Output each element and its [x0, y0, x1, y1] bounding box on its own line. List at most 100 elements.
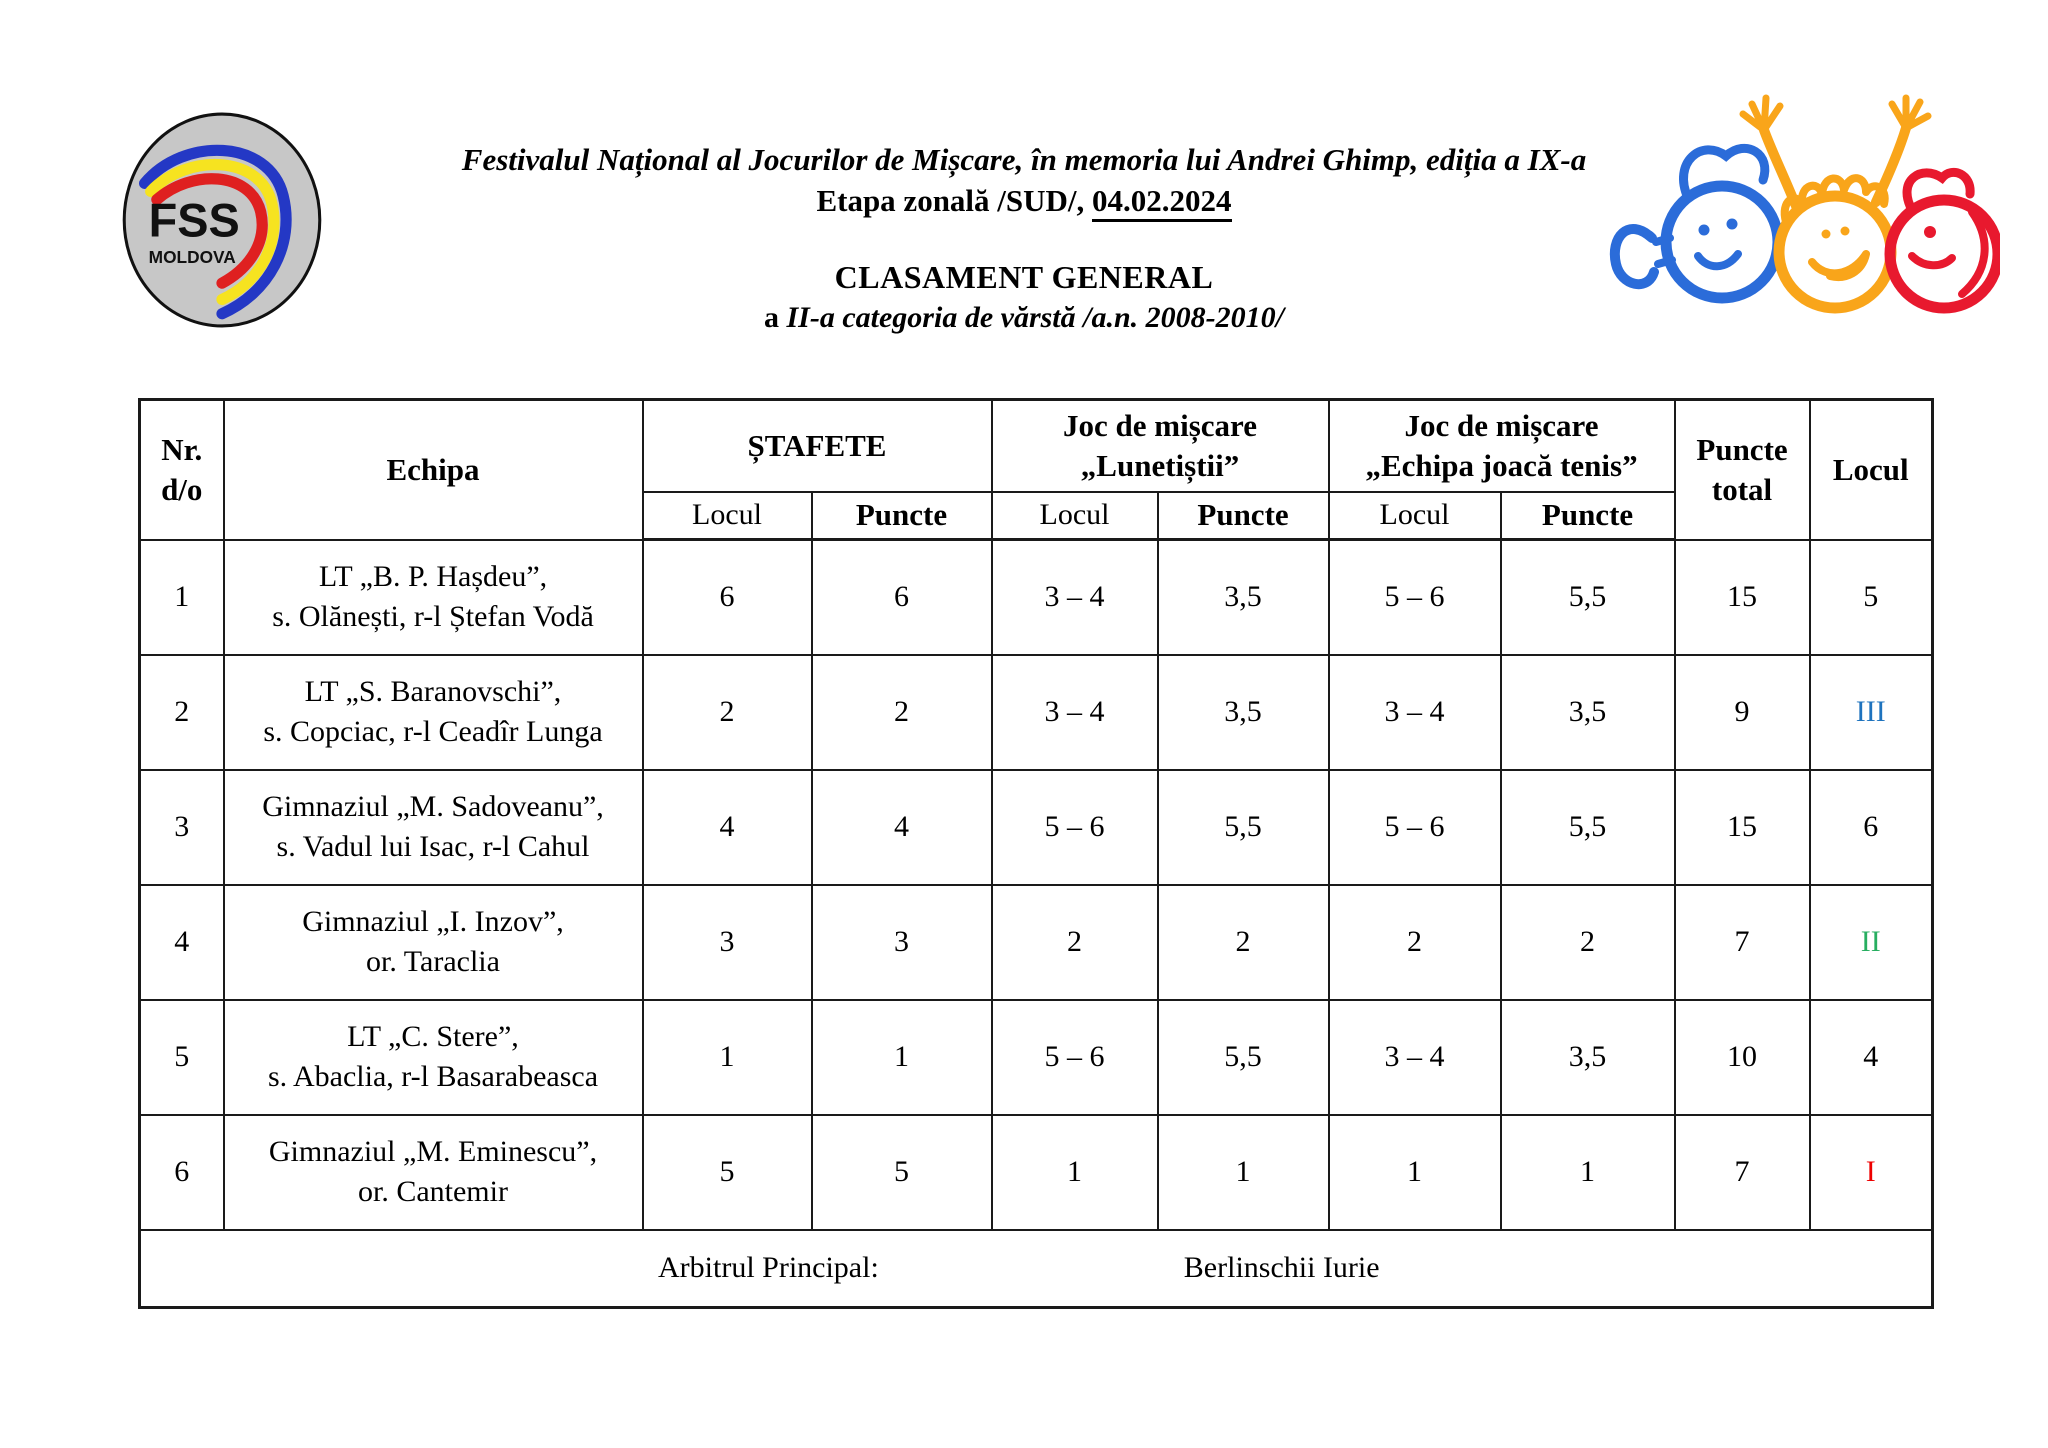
red-child-icon: [1884, 168, 2004, 314]
cell-tenis-locul: 1: [1327, 1113, 1502, 1231]
cell-nr: 6: [138, 1113, 225, 1231]
cell-lunetistii-puncte: 5,5: [1156, 998, 1330, 1116]
table-row: 6 Gimnaziul „M. Eminescu”, or. Cantemir …: [138, 1113, 1934, 1231]
cell-tenis-puncte: 5,5: [1499, 538, 1676, 656]
subheader-tenis-locul: Locul: [1327, 490, 1502, 541]
cell-lunetistii-puncte: 2: [1156, 883, 1330, 1001]
cell-puncte-total: 9: [1673, 653, 1811, 771]
cell-stafete-locul: 1: [641, 998, 813, 1116]
logo-graphic: FSS MOLDOVA: [122, 112, 322, 328]
blue-child-icon: [1609, 143, 1784, 304]
col-header-joc-tenis: Joc de mișcare „Echipa joacă tenis”: [1327, 398, 1676, 493]
cell-locul-final: 4: [1808, 998, 1934, 1116]
cell-stafete-locul: 5: [641, 1113, 813, 1231]
col-header-echipa: Echipa: [222, 398, 644, 541]
table-row: 1 LT „B. P. Hașdeu”, s. Olănești, r-l Șt…: [138, 538, 1934, 656]
cell-stafete-puncte: 1: [810, 998, 993, 1116]
cell-lunetistii-puncte: 5,5: [1156, 768, 1330, 886]
cell-tenis-puncte: 1: [1499, 1113, 1676, 1231]
subheader-stafete-puncte: Puncte: [810, 490, 993, 541]
section-heading: CLASAMENT GENERAL: [834, 259, 1214, 295]
cell-stafete-locul: 4: [641, 768, 813, 886]
cell-tenis-puncte: 2: [1499, 883, 1676, 1001]
cell-tenis-locul: 5 – 6: [1327, 768, 1502, 886]
subheader-lunetistii-locul: Locul: [990, 490, 1159, 541]
referee-cell: Arbitrul Principal: Berlinschii Iurie: [138, 1228, 1934, 1309]
subheader-tenis-puncte: Puncte: [1499, 490, 1676, 541]
cell-lunetistii-locul: 5 – 6: [990, 998, 1159, 1116]
cell-stafete-locul: 3: [641, 883, 813, 1001]
category-text: II-a categoria de vărstă /a.n. 2008-2010…: [779, 301, 1284, 334]
cell-echipa: Gimnaziul „M. Sadoveanu”, s. Vadul lui I…: [222, 768, 644, 886]
cell-stafete-puncte: 3: [810, 883, 993, 1001]
col-header-stafete: ȘTAFETE: [641, 398, 993, 493]
cell-tenis-puncte: 3,5: [1499, 653, 1676, 771]
cell-tenis-locul: 2: [1327, 883, 1502, 1001]
cell-puncte-total: 15: [1673, 538, 1811, 656]
cell-locul-final: 5: [1808, 538, 1934, 656]
cell-nr: 5: [138, 998, 225, 1116]
cell-stafete-locul: 6: [641, 538, 813, 656]
cell-lunetistii-puncte: 3,5: [1156, 653, 1330, 771]
document-header: Festivalul Național al Jocurilor de Mișc…: [164, 140, 1884, 338]
cell-echipa: LT „S. Baranovschi”, s. Copciac, r-l Cea…: [222, 653, 644, 771]
subheader-lunetistii-puncte: Puncte: [1156, 490, 1330, 541]
cell-tenis-puncte: 3,5: [1499, 998, 1676, 1116]
cell-tenis-locul: 5 – 6: [1327, 538, 1502, 656]
cell-stafete-puncte: 2: [810, 653, 993, 771]
table-row: 4 Gimnaziul „I. Inzov”, or. Taraclia 3 3…: [138, 883, 1934, 1001]
cell-locul-final: III: [1808, 653, 1934, 771]
logo-acronym-text: FSS: [149, 194, 240, 246]
cell-puncte-total: 7: [1673, 1113, 1811, 1231]
fss-moldova-logo: FSS MOLDOVA: [120, 110, 324, 330]
cell-stafete-puncte: 6: [810, 538, 993, 656]
cell-lunetistii-locul: 5 – 6: [990, 768, 1159, 886]
cell-stafete-locul: 2: [641, 653, 813, 771]
cell-echipa: Gimnaziul „I. Inzov”, or. Taraclia: [222, 883, 644, 1001]
cell-nr: 4: [138, 883, 225, 1001]
referee-label: Arbitrul Principal:: [658, 1251, 879, 1285]
stage-label: Etapa zonală /SUD/,: [816, 183, 1093, 218]
col-header-nr: Nr. d/o: [138, 398, 225, 541]
cell-nr: 2: [138, 653, 225, 771]
cell-echipa: Gimnaziul „M. Eminescu”, or. Cantemir: [222, 1113, 644, 1231]
cell-nr: 3: [138, 768, 225, 886]
cell-echipa: LT „C. Stere”, s. Abaclia, r-l Basarabea…: [222, 998, 644, 1116]
cell-lunetistii-puncte: 3,5: [1156, 538, 1330, 656]
cell-locul-final: 6: [1808, 768, 1934, 886]
cell-lunetistii-puncte: 1: [1156, 1113, 1330, 1231]
cell-locul-final: I: [1808, 1113, 1934, 1231]
cell-nr: 1: [138, 538, 225, 656]
category-subheading: a II-a categoria de vărstă /a.n. 2008-20…: [164, 298, 1884, 338]
cell-tenis-locul: 3 – 4: [1327, 998, 1502, 1116]
cell-puncte-total: 10: [1673, 998, 1811, 1116]
category-lead: a: [764, 301, 779, 334]
cell-tenis-locul: 3 – 4: [1327, 653, 1502, 771]
referee-name: Berlinschii Iurie: [1183, 1251, 1380, 1285]
cell-stafete-puncte: 5: [810, 1113, 993, 1231]
referee-row: Arbitrul Principal: Berlinschii Iurie: [138, 1228, 1934, 1309]
cell-tenis-puncte: 5,5: [1499, 768, 1676, 886]
results-table: Nr. d/o Echipa ȘTAFETE Joc de mișcare „L…: [138, 398, 1935, 1309]
cell-puncte-total: 15: [1673, 768, 1811, 886]
event-date: 04.02.2024: [1092, 183, 1232, 222]
table-row: 3 Gimnaziul „M. Sadoveanu”, s. Vadul lui…: [138, 768, 1934, 886]
children-mascot-graphic: [1600, 80, 2004, 318]
cell-stafete-puncte: 4: [810, 768, 993, 886]
cell-lunetistii-locul: 1: [990, 1113, 1159, 1231]
col-header-joc-lunetistii: Joc de mișcare „Lunetiștii”: [990, 398, 1330, 493]
cell-lunetistii-locul: 3 – 4: [990, 653, 1159, 771]
cell-puncte-total: 7: [1673, 883, 1811, 1001]
children-mascot-icon: [1609, 94, 2004, 314]
table-row: 2 LT „S. Baranovschi”, s. Copciac, r-l C…: [138, 653, 1934, 771]
stage-line: Etapa zonală /SUD/, 04.02.2024: [164, 180, 1884, 222]
cell-locul-final: II: [1808, 883, 1934, 1001]
logo-country-text: MOLDOVA: [149, 247, 237, 267]
col-header-puncte-total: Puncte total: [1673, 398, 1811, 541]
document-title: Festivalul Național al Jocurilor de Mișc…: [461, 142, 1587, 177]
cell-lunetistii-locul: 2: [990, 883, 1159, 1001]
col-header-locul: Locul: [1808, 398, 1934, 541]
table-row: 5 LT „C. Stere”, s. Abaclia, r-l Basarab…: [138, 998, 1934, 1116]
subheader-stafete-locul: Locul: [641, 490, 813, 541]
